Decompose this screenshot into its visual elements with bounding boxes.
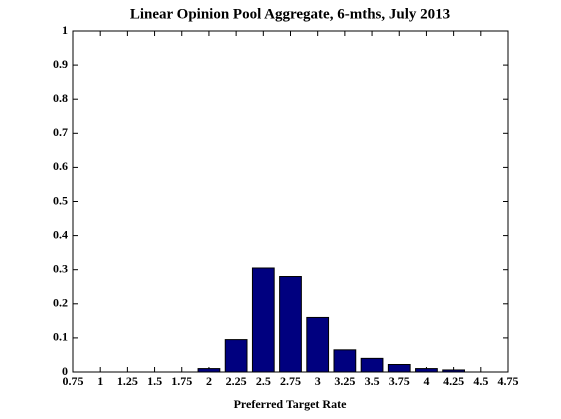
y-tick-label: 0.1 [53,330,68,344]
y-tick-label: 0.2 [53,296,68,310]
bar [360,357,384,373]
x-tick-label: 2.75 [280,374,301,388]
x-tick-label: 3.5 [365,374,380,388]
bar [415,368,438,373]
y-tick-label: 0.9 [53,57,68,71]
x-tick-label: 2.5 [256,374,271,388]
y-tick-label: 0.4 [53,227,68,241]
x-tick-label: 1.25 [117,374,138,388]
y-tick-label: 0.3 [53,261,68,275]
x-axis-label: Preferred Target Rate [234,397,348,411]
bar [197,368,221,373]
y-tick-label: 0.5 [53,193,68,207]
y-tick-label: 0.6 [53,159,68,173]
x-tick-label: 2.25 [226,374,247,388]
y-tick-label: 0.8 [53,91,68,105]
y-tick-label: 0.7 [53,125,68,139]
x-tick-label: 4 [423,374,429,388]
bar [442,369,465,373]
chart-title: Linear Opinion Pool Aggregate, 6-mths, J… [130,6,450,22]
x-tick-label: 3.75 [389,374,410,388]
x-tick-label: 4.75 [498,374,519,388]
bar [333,349,357,373]
x-tick-label: 1.75 [171,374,192,388]
x-tick-label: 4.25 [443,374,464,388]
y-tick-label: 1 [62,23,68,37]
bar [224,339,248,373]
y-tick-label: 0 [62,364,68,378]
x-tick-label: 3 [315,374,321,388]
bar [387,363,411,373]
bar [279,276,302,373]
x-tick-label: 4.5 [473,374,488,388]
x-tick-label: 1.5 [147,374,162,388]
x-tick-label: 2 [206,374,212,388]
x-tick-label: 0.75 [63,374,84,388]
bar [251,267,275,373]
bar [306,316,330,373]
x-tick-label: 3.25 [334,374,355,388]
x-tick-label: 1 [97,374,103,388]
